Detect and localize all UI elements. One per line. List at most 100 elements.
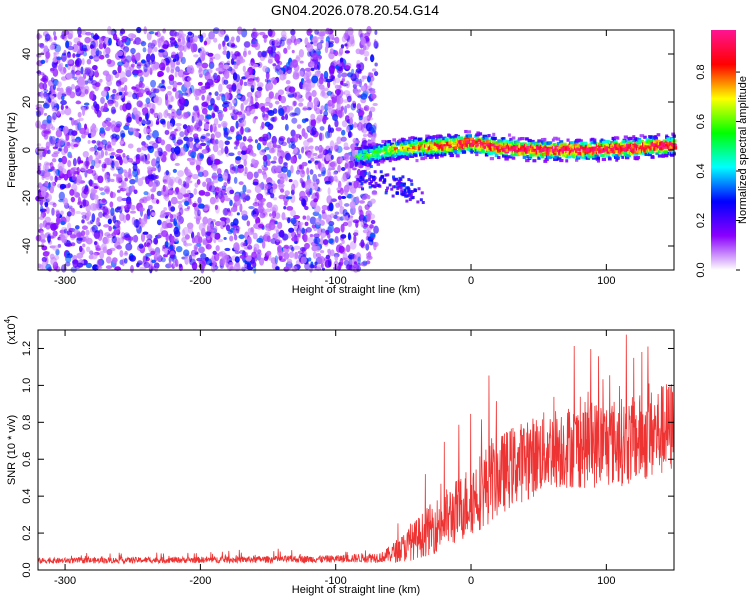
spectrogram-cell — [157, 70, 164, 77]
spectrogram-cell — [84, 235, 90, 244]
spectrogram-cell — [377, 155, 382, 159]
spectrogram-cell — [314, 145, 320, 151]
spectrogram-cell — [117, 166, 121, 170]
spectrogram-cell — [296, 38, 301, 45]
spectrogram-cell — [332, 59, 338, 67]
spectrogram-cell — [272, 39, 279, 45]
spectrogram-cell — [657, 145, 661, 149]
spectrogram-cell — [407, 178, 411, 182]
spectrogram-cell — [259, 149, 266, 156]
spectrogram-cell — [481, 149, 485, 153]
spectrogram-cell — [264, 146, 270, 151]
spectrogram-cell — [234, 165, 239, 174]
spectrogram-cell — [210, 232, 216, 239]
spectrogram-cell — [359, 159, 363, 163]
spectrogram-cell — [329, 145, 334, 152]
spectrogram-cell — [344, 65, 351, 70]
spectrogram-cell — [339, 57, 344, 63]
spectrogram-cell — [223, 255, 230, 263]
spectrogram-cell — [142, 255, 147, 264]
spectrogram-cell — [112, 69, 118, 75]
spectrogram-cell — [432, 145, 438, 149]
spectrogram-cell — [198, 69, 205, 77]
spectrogram-cell — [237, 164, 244, 169]
spectrogram-cell — [231, 84, 237, 92]
spectrogram-cell — [635, 149, 640, 153]
spectrogram-cell — [275, 64, 281, 72]
spectrogram-cell — [204, 123, 210, 130]
spectrogram-cell — [43, 112, 48, 116]
spectrogram-cell — [600, 153, 605, 157]
spectrogram-cell — [86, 211, 92, 217]
spectrogram-cell — [71, 130, 78, 136]
spectrogram-cell — [307, 50, 312, 57]
spectrogram-cell — [69, 167, 75, 175]
spectrogram-cell — [269, 77, 275, 81]
spectrogram-cell — [277, 221, 283, 230]
spectrogram-cell — [156, 190, 162, 196]
spectrogram-cell — [478, 148, 484, 152]
spectrogram-cell — [136, 64, 142, 69]
spectrogram-cell — [82, 243, 86, 248]
spectrogram-cell — [264, 184, 272, 190]
spectrogram-cell — [126, 200, 132, 210]
spectrogram-cell — [189, 161, 195, 166]
spectrogram-cell — [187, 225, 193, 234]
spectrogram-cell — [49, 44, 55, 51]
spectrogram-cell — [35, 104, 43, 109]
spectrogram-cell — [91, 170, 97, 177]
spectrogram-cell — [401, 175, 405, 179]
spectrogram-cell — [65, 254, 72, 263]
spectrogram-cell — [649, 135, 653, 140]
spectrogram-cell — [261, 111, 266, 118]
spectrogram-cell — [171, 108, 175, 113]
spectrogram-cell — [210, 97, 215, 106]
spectrogram-cell — [317, 36, 325, 40]
spectrogram-cell — [67, 29, 74, 38]
spectrogram-cell — [299, 81, 304, 90]
spectrogram-cell — [395, 177, 399, 181]
spectrogram-cell — [614, 140, 618, 144]
spectrogram-cell — [156, 219, 162, 226]
spectrogram-cell — [588, 143, 592, 148]
spectrogram-cell — [150, 45, 156, 53]
spectrogram-cell — [605, 146, 609, 150]
spectrogram-cell — [298, 153, 302, 160]
spectrogram-cell — [368, 163, 372, 167]
spectrogram-cell — [289, 112, 297, 117]
spectrogram-cell — [38, 151, 43, 161]
spectrogram-cell — [108, 37, 112, 46]
spectrogram-cell — [78, 245, 83, 253]
spectrogram-cell — [221, 185, 227, 191]
spectrogram-cell — [466, 130, 472, 134]
spectrogram-cell — [236, 35, 241, 43]
spectrogram-cell — [234, 250, 240, 255]
spectrogram-cell — [242, 136, 247, 142]
spectrogram-cell — [279, 95, 287, 104]
spectrogram-cell — [461, 150, 467, 154]
spectrogram-cell — [50, 256, 57, 266]
spectrogram-cell — [672, 146, 677, 150]
spectrogram-cell — [372, 68, 377, 72]
spectrogram-cell — [271, 44, 276, 54]
spectrogram-cell — [170, 130, 177, 137]
spectrogram-cell — [106, 58, 112, 65]
spectrogram-cell — [222, 50, 228, 55]
spectrogram-cell — [396, 157, 401, 161]
spectrogram-cell — [196, 257, 203, 262]
spectrogram-cell — [200, 142, 207, 147]
spectrogram-cell — [241, 145, 248, 151]
spectrogram-cell — [230, 36, 235, 42]
spectrogram-cell — [265, 208, 272, 213]
spectrogram-cell — [77, 156, 82, 165]
spectrogram-cell — [400, 154, 406, 159]
spectrogram-cell — [140, 155, 145, 162]
spectrogram-cell — [372, 102, 378, 107]
spectrogram-cell — [192, 104, 199, 112]
spectrogram-cell — [94, 241, 99, 250]
spectrogram-cell — [311, 52, 319, 60]
spectrogram-cell — [392, 167, 396, 171]
spectrogram-cell — [229, 261, 234, 266]
spectrogram-cell — [329, 48, 335, 55]
spectrogram-cell — [256, 76, 260, 83]
